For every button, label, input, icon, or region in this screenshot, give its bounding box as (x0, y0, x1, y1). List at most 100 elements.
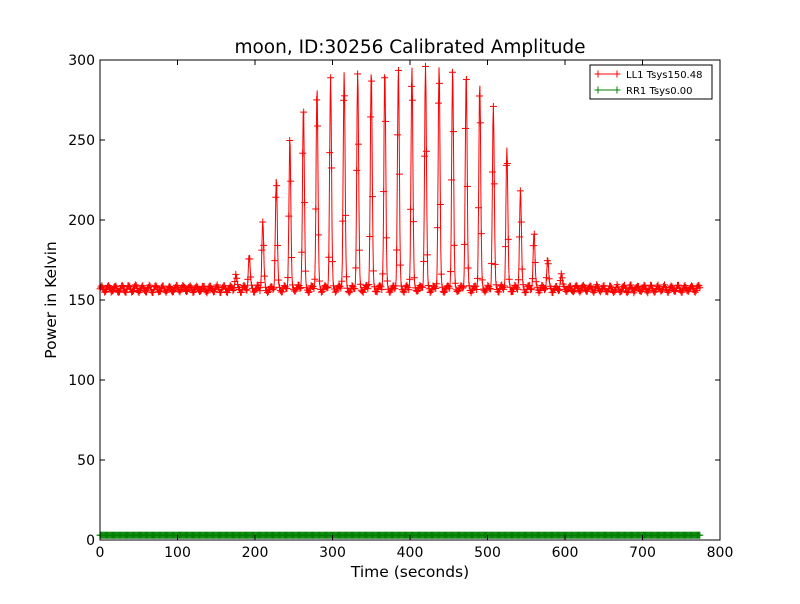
series-ll1-point (232, 270, 240, 278)
series-ll1-point (554, 287, 562, 295)
series-ll1-point (305, 288, 313, 296)
series-ll1-point (383, 277, 391, 285)
series-ll1-point (288, 254, 296, 262)
y-axis-label: Power in Kelvin (42, 241, 60, 358)
series-ll1-point (435, 79, 443, 87)
series-ll1-point (459, 284, 467, 292)
y-tick-label: 200 (68, 213, 95, 229)
series-ll1-point (274, 241, 282, 249)
series-ll1-point (210, 287, 218, 295)
y-tick-label: 150 (68, 293, 95, 309)
series-ll1-point (304, 288, 312, 296)
series-ll1-point (312, 205, 320, 213)
series-ll1-point (464, 264, 472, 272)
series-ll1-point (339, 217, 347, 225)
series-ll1-point (478, 276, 486, 284)
series-ll1-point (476, 119, 484, 127)
series-ll1-point (365, 280, 373, 288)
series-ll1-point (325, 253, 333, 261)
series-ll1-point (129, 286, 137, 294)
series-ll1-point (517, 218, 525, 226)
series-ll1-point (342, 211, 350, 219)
series-ll1-point (433, 280, 441, 288)
series-ll1-point (624, 287, 632, 295)
series-ll1-point (368, 193, 376, 201)
series-ll1-point (258, 246, 266, 254)
series-ll1-point (434, 224, 442, 232)
series-ll1-point (356, 280, 364, 288)
legend-item: LL1 Tsys150.48 (594, 70, 702, 81)
series-ll1-point (450, 241, 458, 249)
series-ll1-point (336, 283, 344, 291)
series-ll1-point (278, 288, 286, 296)
series-ll1-point (419, 283, 427, 291)
series-ll1-point (166, 282, 174, 290)
series-ll1-point (472, 282, 480, 290)
series-ll1-point (376, 281, 384, 289)
x-tick-label: 200 (242, 545, 269, 561)
series-ll1-point (275, 276, 283, 284)
series-ll1-point (604, 288, 612, 296)
series-ll1-point (131, 281, 139, 289)
series-ll1-point (406, 275, 414, 283)
series-ll1-point (549, 289, 557, 297)
series-ll1-point (477, 230, 485, 238)
series-ll1-point (183, 287, 191, 295)
series-ll1-point (541, 286, 549, 294)
series-ll1-point (113, 284, 121, 292)
series-ll1-point (503, 159, 511, 167)
series-ll1-point (302, 267, 310, 275)
series-ll1-point (145, 281, 153, 289)
series-ll1-point (436, 200, 444, 208)
series-ll1-point (420, 257, 428, 265)
series-ll1-point (275, 283, 283, 291)
series-ll1-point (405, 286, 413, 294)
chart-title: moon, ID:30256 Calibrated Amplitude (234, 37, 585, 58)
series-ll1-point (544, 260, 552, 268)
series-ll1-point (355, 140, 363, 148)
series-ll1-point (446, 284, 454, 292)
series-ll1-point (593, 281, 601, 289)
series-ll1-point (197, 286, 205, 294)
series-ll1-point (567, 282, 575, 290)
series-ll1-point (515, 233, 523, 241)
series-ll1-point (545, 275, 553, 283)
series-ll1-point (448, 176, 456, 184)
series-ll1-point (109, 286, 117, 294)
series-ll1-point (440, 288, 448, 296)
series-ll1-point (623, 289, 631, 297)
series-ll1-markers (96, 62, 704, 297)
series-ll1-point (543, 257, 551, 265)
series-ll1-point (407, 205, 415, 213)
series-ll1-point (692, 286, 700, 294)
series-ll1-point (396, 261, 404, 269)
series-ll1-point (495, 288, 503, 296)
series-ll1-point (283, 285, 291, 293)
series-ll1-point (242, 285, 250, 293)
x-tick-label: 600 (552, 545, 579, 561)
series-ll1-point (393, 246, 401, 254)
series-ll1-point (152, 282, 160, 290)
series-ll1-point (380, 188, 388, 196)
series-ll1-point (284, 274, 292, 282)
series-ll1-point (445, 283, 453, 291)
series-ll1-point (287, 177, 295, 185)
series-ll1-point (369, 267, 377, 275)
series-ll1-point (373, 288, 381, 296)
series-ll1-point (473, 286, 481, 294)
series-ll1-point (423, 251, 431, 259)
series-ll1-point (345, 289, 353, 297)
series-ll1-point (408, 82, 416, 90)
series-ll1-point (569, 288, 577, 296)
x-tick-label: 0 (96, 545, 105, 561)
series-ll1-point (233, 274, 241, 282)
series-ll1-point (327, 74, 335, 82)
series-ll1-point (368, 77, 376, 85)
series-ll1-point (529, 242, 537, 250)
series-ll1-point (645, 286, 653, 294)
data-layer (96, 62, 704, 539)
series-ll1-point (607, 282, 615, 290)
series-ll1-point (119, 283, 127, 291)
series-ll1-point (577, 287, 585, 295)
